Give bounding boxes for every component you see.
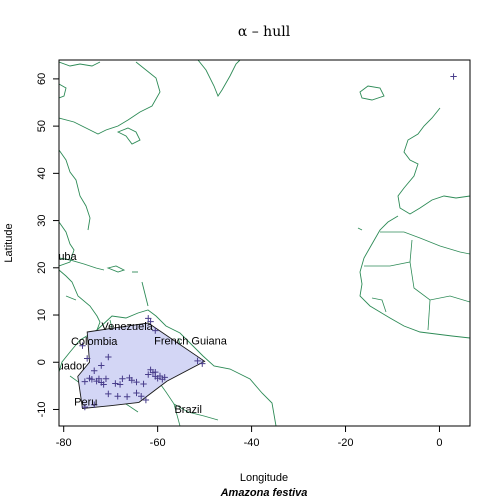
border-africa-2 [364,261,470,303]
border-sa-6 [173,403,181,426]
country-label: uba [58,251,77,263]
occurrence-point [147,318,154,325]
coast-hudson [59,83,67,99]
y-axis-title: Latitude [3,223,15,262]
occurrence-point [161,374,168,381]
occurrence-point [100,381,107,388]
occurrence-point [142,396,150,404]
alpha-hull [77,322,206,409]
x-tick-label: 0 [436,437,442,449]
occurrence-point [194,357,201,365]
occurrence-point [91,401,98,408]
occurrence-point [98,362,105,369]
coast-iceland [359,85,385,101]
coast-antilles [141,281,149,307]
occurrence-point [133,389,140,397]
occurrence-point [145,315,152,322]
occurrence-point [147,366,154,374]
coast-pacific [59,329,98,373]
occurrence-point [133,378,140,386]
coast-gulf-mexico [59,221,75,267]
coast-labrador [59,61,101,67]
x-tick-label: -80 [56,437,72,449]
occurrence-point [119,375,126,382]
y-tick-label: 60 [36,73,48,85]
border-africa-3 [409,239,413,263]
occurrence-point [114,393,121,400]
x-axis: -80 -60 -40 -20 0 [56,426,443,449]
coast-greenland [197,60,241,97]
coast-canaries [357,227,363,231]
y-tick-label: 30 [36,214,48,226]
coast-cuba [59,257,105,271]
occurrence-point [88,376,96,383]
x-tick-label: -40 [244,437,260,449]
coast-europe [397,107,470,215]
country-label: Venezuela [101,321,153,333]
occurrence-point [128,376,136,384]
x-tick-label: -60 [150,437,166,449]
country-label: Brazil [174,404,202,416]
coast-africa [359,215,470,339]
country-label: French Guiana [154,335,228,347]
coast-us-east [59,149,91,231]
country-label: Peru [74,397,97,409]
occurrence-point [152,368,159,376]
border-africa-5 [427,299,431,331]
occurrence-points [79,73,457,411]
occurrence-point [156,372,164,380]
y-tick-label: 0 [36,359,48,365]
country-label: uador [58,360,86,372]
border-ca-1 [65,295,77,301]
occurrence-point [145,371,152,378]
occurrence-point [91,367,98,374]
y-tick-label: 10 [36,309,48,321]
coast-central-america [59,269,101,331]
occurrence-point [199,360,206,367]
occurrence-point [112,380,119,387]
plot-frame [58,59,471,427]
occurrence-point [105,390,112,398]
occurrence-point [81,403,89,411]
border-africa-1 [380,231,470,255]
coast-south-america [96,309,277,426]
occurrence-point [450,73,457,80]
coast-canada [59,61,161,135]
x-axis-title: Longitude [240,472,288,484]
occurrence-point [102,375,110,382]
occurrence-point [105,353,112,361]
y-tick-label: -10 [36,402,48,418]
occurrence-point [116,381,124,388]
occurrence-point [83,355,91,362]
occurrence-point [95,375,103,382]
border-africa-4 [371,297,387,313]
plot-title: α – hull [238,24,291,40]
occurrence-point [138,393,145,400]
coast-newfoundland [116,127,141,145]
y-axis: -10 0 10 20 30 40 50 60 [36,73,59,418]
y-tick-label: 50 [36,120,48,132]
x-tick-label: -20 [338,437,354,449]
occurrence-point [81,378,89,385]
y-tick-label: 40 [36,167,48,179]
y-tick-label: 20 [36,262,48,274]
species-name: Amazona festiva [220,487,308,499]
country-label: Colombia [71,336,118,348]
occurrence-point [79,342,86,349]
map-layer [59,60,470,426]
coast-hispaniola [106,265,126,273]
occurrence-point [152,327,159,334]
country-labels: Venezuela Colombia French Guiana uador Peru B… [58,251,228,416]
occurrence-point [140,380,147,388]
occurrence-point [123,393,131,400]
